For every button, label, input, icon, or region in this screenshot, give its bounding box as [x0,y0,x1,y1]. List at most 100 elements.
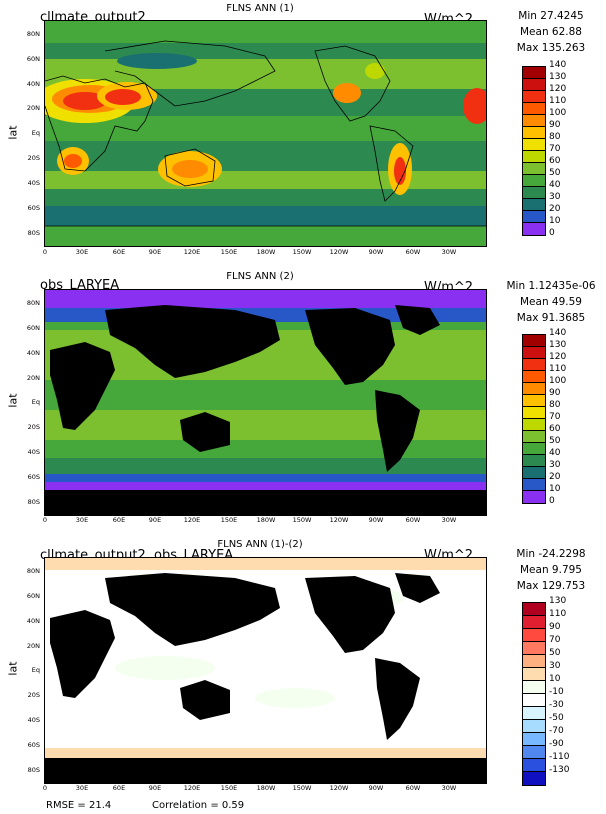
lon-tick: 150E [220,784,238,792]
colorbar-cell [523,163,545,175]
colorbar-label: 50 [549,436,561,446]
y-axis-label: lat [6,661,20,676]
colorbar-label: -10 [549,687,564,697]
lat-tick: 60S [27,473,40,481]
lat-tick: 40S [27,179,40,187]
colorbar-label: 0 [549,496,555,506]
colorbar-label: 70 [549,144,561,154]
lon-tick: 60W [405,784,421,792]
colorbar-cell [523,707,545,720]
lon-tick: 60E [112,784,126,792]
colorbar-cell [523,347,545,359]
lon-tick: 150W [292,248,312,256]
colorbar-cell [523,67,545,79]
lon-tick: 90E [148,784,162,792]
lon-tick: 180W [256,516,276,524]
map-field-obs [45,290,486,515]
lat-tick: 40S [27,716,40,724]
lon-tick: 150W [292,784,312,792]
rmse-label: RMSE = 21.4 [46,800,112,811]
lat-tick: 40N [26,80,40,88]
colorbar-label: -130 [549,765,570,775]
lat-tick: 80N [26,567,40,575]
colorbar-cell [523,603,545,616]
colorbar-label: 10 [549,674,561,684]
colorbar-label: 110 [549,364,567,374]
colorbar [522,602,546,786]
colorbar-label: 140 [549,60,567,70]
colorbar-cell [523,383,545,395]
colorbar-label: 110 [549,609,567,619]
colorbar-label: -70 [549,726,564,736]
lon-tick: 150E [220,248,238,256]
lat-tick: 40N [26,617,40,625]
stat-min: Min 27.4245 [518,10,584,22]
lon-tick: 90W [368,248,384,256]
colorbar-label: 40 [549,180,561,190]
lon-tick: 60E [112,516,126,524]
colorbar-cell [523,115,545,127]
correlation-label: Correlation = 0.59 [152,800,245,811]
lon-tick: 30W [441,516,457,524]
lat-tick: 60S [27,204,40,212]
colorbar-label: 60 [549,424,561,434]
lat-tick: Eq [31,129,40,137]
colorbar-label: -90 [549,739,564,749]
lon-tick: 90E [148,248,162,256]
lon-tick: 90W [368,516,384,524]
map-field-model [45,21,486,246]
colorbar-label: 10 [549,216,561,226]
lon-tick: 120W [329,248,349,256]
colorbar-cell [523,419,545,431]
lat-tick: 60N [26,324,40,332]
colorbar-cell [523,694,545,707]
stat-mean: Mean 62.88 [519,26,582,38]
lat-tick: 60S [27,741,40,749]
map-field-diff [45,558,486,783]
lat-tick: 80S [27,498,40,506]
colorbar-label: 120 [549,352,567,362]
lon-tick: 120E [183,784,201,792]
lon-tick: 150E [220,516,238,524]
colorbar-cell [523,655,545,668]
colorbar-cell [523,681,545,694]
colorbar-label: 30 [549,192,561,202]
colorbar-cell [523,746,545,759]
colorbar-cell [523,443,545,455]
colorbar-label: 90 [549,388,561,398]
colorbar-label: 0 [549,228,555,238]
lat-tick: 80N [26,299,40,307]
lat-tick: 20S [27,691,40,699]
colorbar-label: 80 [549,132,561,142]
panel-variable-title: FLNS ANN (2) [226,271,294,282]
map-obs [44,289,487,516]
lat-tick: 20N [26,642,40,650]
colorbar-label: 100 [549,108,567,118]
colorbar-cell [523,629,545,642]
colorbar-cell [523,720,545,733]
lat-tick: 20N [26,374,40,382]
lon-tick: 180W [256,784,276,792]
lon-tick: 0 [42,516,48,524]
colorbar-label: 70 [549,635,561,645]
stats-block: Min -24.2298 Mean 9.795 Max 129.753 [496,546,606,594]
lon-tick: 30W [441,248,457,256]
colorbar-label: -50 [549,713,564,723]
colorbar-cell [523,371,545,383]
colorbar-cell [523,616,545,629]
colorbar-cell [523,455,545,467]
colorbar-label: 50 [549,168,561,178]
colorbar-label: 130 [549,72,567,82]
colorbar-cell [523,668,545,681]
lon-tick: 30W [441,784,457,792]
colorbar-label: 140 [549,328,567,338]
stat-min: Min -24.2298 [516,548,586,560]
lon-tick: 120W [329,516,349,524]
colorbar-cell [523,199,545,211]
colorbar-label: 40 [549,448,561,458]
lon-tick: 120E [183,516,201,524]
panel-obs: obs_LARYEA FLNS ANN (2) W/m^2 Min 1.1243… [0,268,606,538]
stat-mean: Mean 9.795 [519,564,582,576]
stat-max: Max 135.263 [516,42,586,54]
lat-tick: 80S [27,766,40,774]
